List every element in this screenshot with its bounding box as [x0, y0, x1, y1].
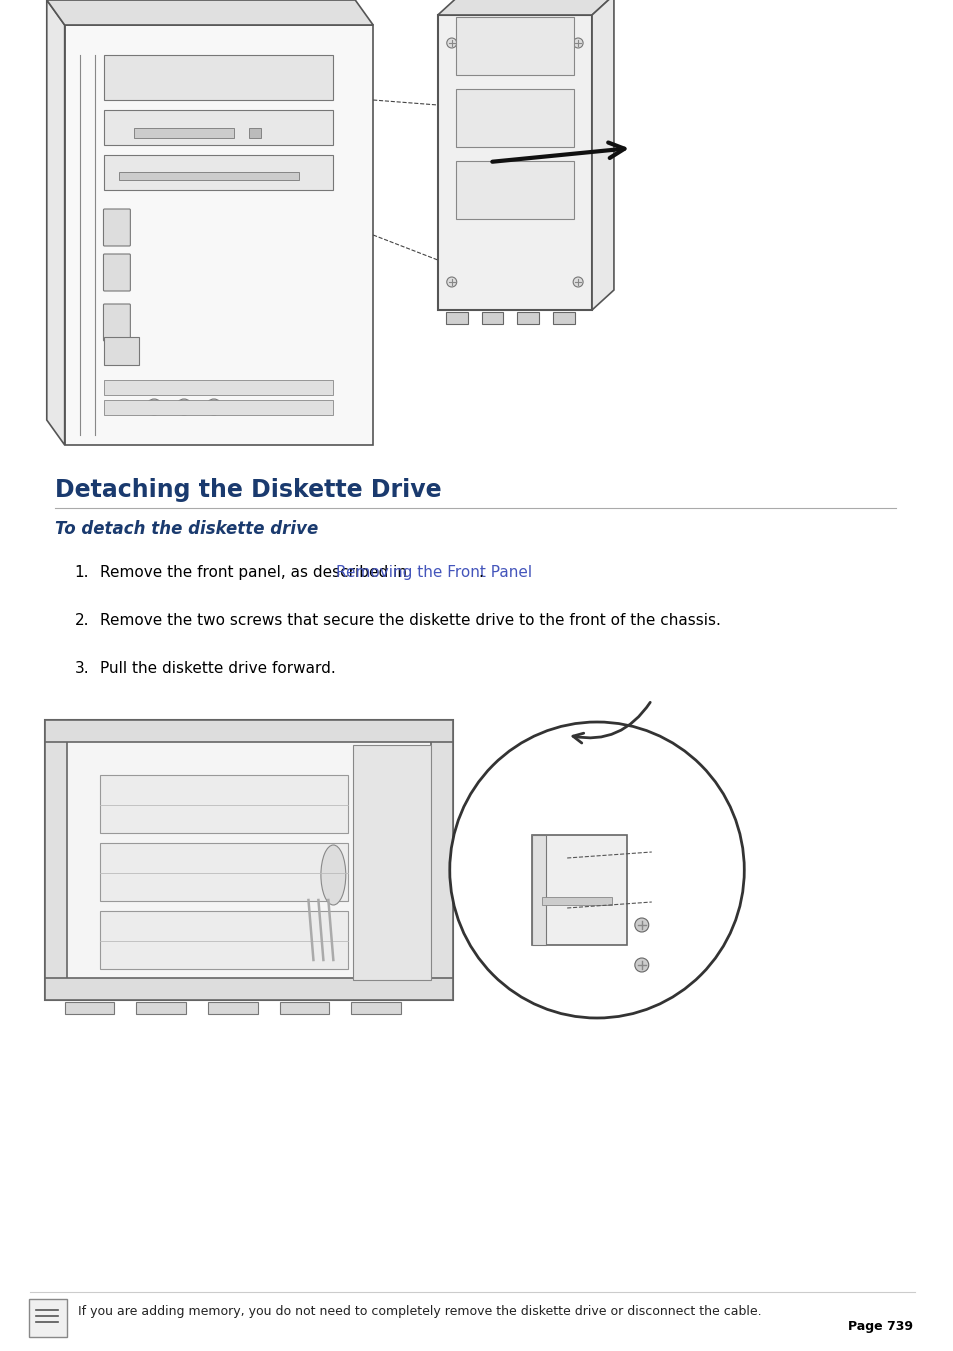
FancyBboxPatch shape — [99, 843, 348, 901]
Circle shape — [446, 277, 456, 286]
Polygon shape — [437, 0, 614, 15]
Text: Detaching the Diskette Drive: Detaching the Diskette Drive — [54, 478, 441, 503]
FancyBboxPatch shape — [65, 26, 373, 444]
Circle shape — [146, 399, 162, 415]
Text: Page 739: Page 739 — [847, 1320, 912, 1333]
Text: Remove the two screws that secure the diskette drive to the front of the chassis: Remove the two screws that secure the di… — [99, 613, 720, 628]
FancyBboxPatch shape — [45, 720, 67, 1000]
Circle shape — [176, 399, 192, 415]
Polygon shape — [592, 0, 614, 309]
FancyBboxPatch shape — [208, 1002, 257, 1015]
Ellipse shape — [320, 844, 345, 905]
Text: Remove the front panel, as described in: Remove the front panel, as described in — [99, 565, 411, 580]
Circle shape — [449, 721, 743, 1019]
FancyBboxPatch shape — [541, 897, 611, 905]
FancyBboxPatch shape — [136, 1002, 186, 1015]
Polygon shape — [47, 0, 65, 444]
Circle shape — [573, 277, 582, 286]
FancyBboxPatch shape — [105, 380, 333, 394]
FancyBboxPatch shape — [353, 744, 431, 979]
FancyBboxPatch shape — [105, 55, 333, 100]
FancyBboxPatch shape — [65, 1002, 114, 1015]
FancyBboxPatch shape — [456, 18, 574, 76]
FancyBboxPatch shape — [45, 720, 453, 1000]
Text: 1.: 1. — [74, 565, 89, 580]
FancyBboxPatch shape — [553, 312, 575, 324]
FancyBboxPatch shape — [431, 720, 453, 1000]
FancyBboxPatch shape — [103, 304, 131, 340]
FancyBboxPatch shape — [351, 1002, 400, 1015]
FancyBboxPatch shape — [456, 89, 574, 147]
Circle shape — [634, 958, 648, 971]
FancyBboxPatch shape — [105, 400, 333, 415]
FancyBboxPatch shape — [481, 312, 503, 324]
Text: .: . — [477, 565, 483, 580]
Text: Removing the Front Panel: Removing the Front Panel — [336, 565, 532, 580]
FancyBboxPatch shape — [134, 128, 233, 138]
FancyBboxPatch shape — [103, 254, 131, 290]
FancyBboxPatch shape — [103, 209, 131, 246]
FancyBboxPatch shape — [456, 161, 574, 219]
Text: To detach the diskette drive: To detach the diskette drive — [54, 520, 317, 538]
FancyBboxPatch shape — [45, 978, 453, 1000]
Circle shape — [206, 399, 222, 415]
FancyBboxPatch shape — [105, 336, 139, 365]
FancyBboxPatch shape — [532, 835, 626, 944]
Polygon shape — [47, 0, 373, 26]
FancyBboxPatch shape — [279, 1002, 329, 1015]
FancyBboxPatch shape — [517, 312, 538, 324]
Text: Pull the diskette drive forward.: Pull the diskette drive forward. — [99, 661, 335, 676]
FancyBboxPatch shape — [445, 312, 467, 324]
FancyBboxPatch shape — [29, 1300, 67, 1337]
FancyBboxPatch shape — [45, 720, 453, 742]
FancyBboxPatch shape — [105, 109, 333, 145]
FancyBboxPatch shape — [532, 835, 546, 944]
FancyBboxPatch shape — [105, 155, 333, 190]
FancyBboxPatch shape — [249, 128, 260, 138]
Circle shape — [573, 38, 582, 49]
Text: 2.: 2. — [74, 613, 89, 628]
Circle shape — [446, 38, 456, 49]
Text: 3.: 3. — [74, 661, 90, 676]
FancyBboxPatch shape — [437, 15, 592, 309]
Circle shape — [634, 917, 648, 932]
FancyBboxPatch shape — [99, 911, 348, 969]
Text: If you are adding memory, you do not need to completely remove the diskette driv: If you are adding memory, you do not nee… — [77, 1305, 760, 1319]
FancyBboxPatch shape — [119, 172, 298, 180]
FancyBboxPatch shape — [99, 775, 348, 834]
